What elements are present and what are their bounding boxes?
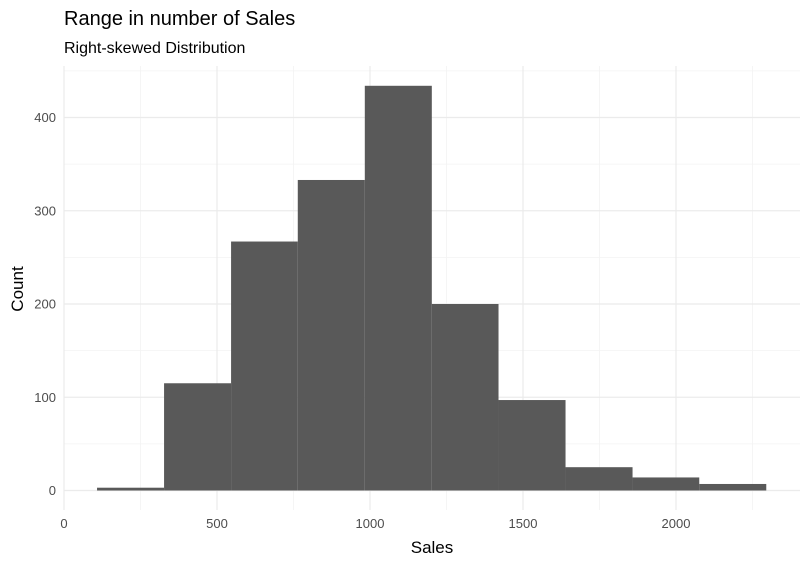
y-axis-ticks: 0 100 200 300 400 — [34, 110, 56, 498]
chart-subtitle: Right-skewed Distribution — [64, 40, 245, 57]
y-axis-title: Count — [8, 266, 27, 312]
histogram-bar — [431, 304, 499, 491]
histogram-bar — [364, 85, 432, 491]
histogram-bar — [297, 179, 365, 491]
y-tick-label: 400 — [34, 110, 56, 125]
histogram-bar — [699, 483, 767, 491]
histogram-bar — [164, 383, 232, 491]
x-tick-label: 2000 — [662, 516, 691, 531]
x-axis-ticks: 0 500 1000 1500 2000 — [60, 516, 690, 531]
histogram-bars — [97, 85, 767, 491]
histogram-bar — [632, 477, 700, 491]
histogram-bar — [231, 241, 298, 491]
y-tick-label: 100 — [34, 390, 56, 405]
x-tick-label: 1000 — [356, 516, 385, 531]
chart-title: Range in number of Sales — [64, 8, 295, 30]
x-tick-label: 0 — [60, 516, 67, 531]
y-tick-label: 300 — [34, 203, 56, 218]
x-axis-title: Sales — [411, 538, 454, 557]
y-tick-label: 0 — [49, 483, 56, 498]
x-tick-label: 1500 — [509, 516, 538, 531]
y-tick-label: 200 — [34, 297, 56, 312]
histogram-bar — [498, 400, 566, 491]
x-tick-label: 500 — [206, 516, 228, 531]
histogram-bar — [565, 467, 633, 491]
histogram-bar — [97, 487, 165, 491]
